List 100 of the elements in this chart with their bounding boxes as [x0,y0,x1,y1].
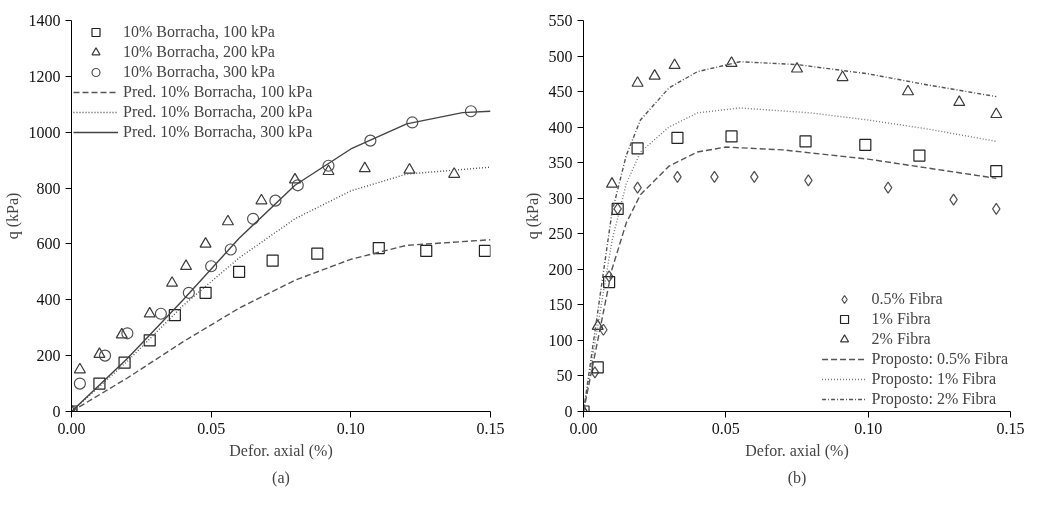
y-tick-label: 250 [548,225,573,243]
point [311,247,324,260]
point [836,70,849,82]
legend-label: 2% Fibra [871,330,931,348]
y-tick-label: 1200 [28,67,61,85]
point [93,347,106,359]
legend-label: Pred. 10% Borracha, 200 kPa [123,103,313,121]
point [154,307,167,320]
point [406,116,419,129]
y-tick-label: 550 [548,12,573,29]
y-tick-label: 0 [564,403,573,420]
point [93,377,106,390]
point [322,159,335,172]
point [182,286,195,299]
y-axis-title: q (kPa) [3,192,22,240]
point [291,179,304,192]
point [590,366,600,379]
point [631,142,644,155]
point [165,276,179,287]
point [605,177,619,188]
point [269,194,282,207]
y-tick-label: 600 [36,235,61,253]
point [448,167,461,178]
point [233,265,246,278]
point [883,181,893,194]
legend-label: Pred. 10% Borracha, 300 kPa [123,123,313,141]
point [98,349,112,362]
text: (a) [272,468,290,487]
y-tick-label: 0 [52,403,61,420]
y-tick-label: 500 [548,47,573,65]
point [255,193,268,205]
point [179,259,193,271]
y-tick-label: 1000 [28,123,61,141]
y-tick-label: 100 [548,331,573,349]
point [221,214,235,226]
y-tick-label: 1400 [28,12,61,29]
point [648,69,661,80]
point [671,131,684,144]
y-tick-label: 150 [548,296,573,314]
legend-label: Proposto: 2% Fibra [871,390,996,408]
point [990,165,1003,178]
y-tick-label: 200 [36,347,61,365]
point [464,105,478,118]
point [73,362,86,374]
point [725,130,738,143]
y-tick-label: 400 [36,291,61,309]
legend-label: 10% Borracha, 200 kPa [123,43,275,61]
point [322,164,335,176]
point [859,138,872,152]
point [121,327,134,340]
point [953,95,966,107]
x-axis-title: Defor. axial (%) [745,441,849,460]
y-axis-title: q (kPa) [523,192,542,240]
point [115,327,128,339]
point [604,270,614,283]
point [199,286,212,299]
point [364,134,377,147]
y-tick-label: 450 [548,83,573,101]
point [118,356,131,369]
legend-label: 1% Fibra [871,310,931,328]
x-tick-label: 0.00 [57,419,86,437]
y-tick-label: 400 [548,118,573,136]
text: (b) [787,468,807,487]
x-tick-label: 0.15 [476,419,505,437]
legend-label: 10% Borracha, 300 kPa [123,63,275,81]
point [591,319,604,330]
legend-label: Proposto: 1% Fibra [871,370,996,388]
y-tick-label: 50 [556,367,573,385]
legend-label: Proposto: 0.5% Fibra [871,350,1008,368]
x-axis-title: Defor. axial (%) [229,441,333,460]
legend-label: 0.5% Fibra [871,290,943,308]
legend-label: 10% Borracha, 100 kPa [123,23,275,41]
point [143,306,156,318]
point [168,309,181,322]
point [990,107,1003,119]
y-tick-label: 300 [548,189,573,207]
x-tick-label: 0.05 [197,419,226,437]
point [603,276,616,289]
x-tick-label: 0.15 [996,419,1025,437]
legend-label: Pred. 10% Borracha, 100 kPa [123,83,313,101]
point [224,243,237,256]
y-tick-label: 200 [548,260,573,278]
point [358,161,371,173]
point [591,361,604,374]
x-tick-label: 0.10 [336,419,365,437]
point [790,61,804,73]
point [901,84,915,96]
y-tick-label: 800 [36,179,61,197]
point [266,254,279,267]
y-tick-label: 350 [548,154,573,172]
point [913,149,926,162]
x-tick-label: 0.05 [711,419,740,437]
point [372,242,385,255]
point [73,377,86,390]
point [143,334,156,347]
x-tick-label: 0.10 [854,419,883,437]
point [246,212,260,225]
x-tick-label: 0.00 [569,419,598,437]
point [668,58,681,70]
point [403,162,416,174]
